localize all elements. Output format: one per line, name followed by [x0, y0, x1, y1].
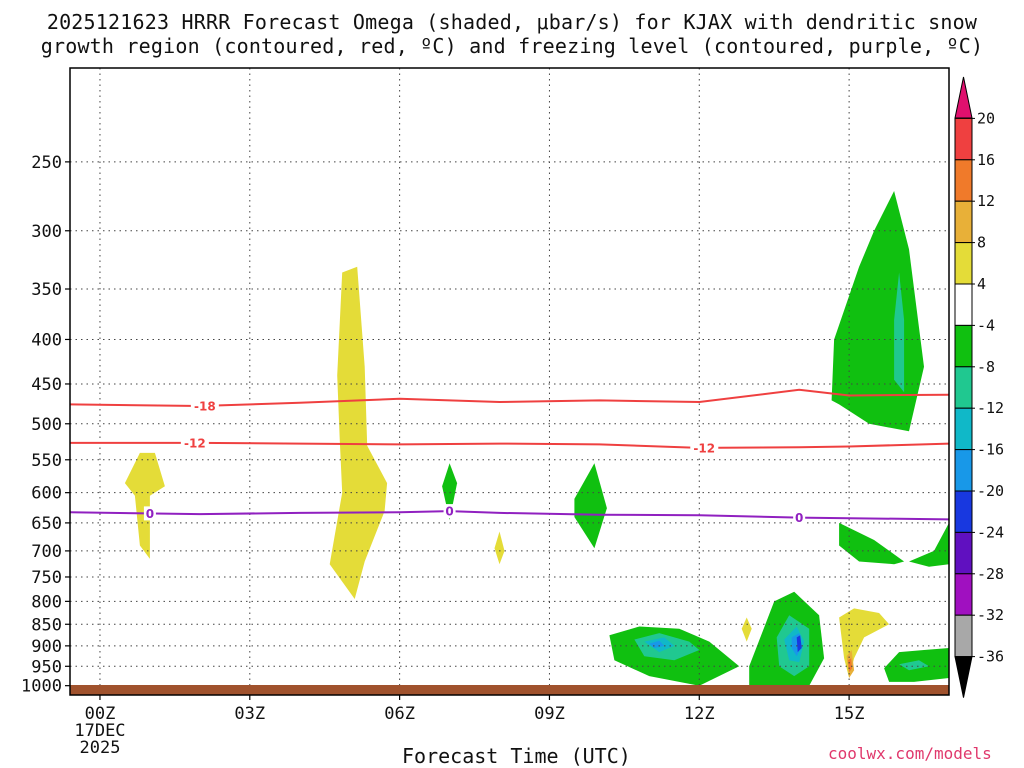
- omega-region-0: [124, 452, 165, 559]
- y-tick-label-800: 800: [31, 592, 62, 612]
- y-tick-label-350: 350: [31, 280, 62, 300]
- colorbar-label-16: 16: [977, 151, 995, 169]
- contour-label-bg-2-1: [443, 504, 456, 519]
- contour-label-bg-1-0: [180, 435, 209, 450]
- colorbar-swatch-4: [954, 242, 973, 285]
- colorbar-label--24: -24: [977, 523, 1004, 541]
- contour-line-2: [69, 510, 950, 521]
- colorbar-label--32: -32: [977, 606, 1004, 624]
- y-tick-label-900: 900: [31, 637, 62, 657]
- colorbar-label-12: 12: [977, 192, 995, 210]
- omega-region-23: [899, 660, 929, 671]
- chart-title-line1: 2025121623 HRRR Forecast Omega (shaded, …: [46, 10, 978, 34]
- omega-region-2: [442, 463, 458, 520]
- x-tick-sublabel-0: 17DEC: [74, 721, 125, 741]
- y-tick-label-550: 550: [31, 451, 62, 471]
- colorbar-swatch-10: [954, 490, 973, 533]
- y-tick-label-850: 850: [31, 615, 62, 635]
- colorbar-swatch-11: [954, 531, 973, 575]
- contour-line-0: [69, 388, 950, 408]
- colorbar-label--28: -28: [977, 565, 1004, 583]
- y-tick-label-400: 400: [31, 330, 62, 350]
- x-tick-label-06Z: 06Z: [384, 704, 415, 724]
- y-tick-label-1000: 1000: [21, 677, 62, 697]
- colorbar-swatch-8: [954, 407, 973, 451]
- ground-bar: [70, 685, 949, 695]
- y-tick-label-750: 750: [31, 568, 62, 588]
- colorbar-label--8: -8: [977, 358, 995, 376]
- colorbar-label-20: 20: [977, 109, 995, 127]
- omega-region-4: [574, 463, 607, 549]
- colorbar-label-4: 4: [977, 275, 986, 293]
- contour-label-2-2: 0: [795, 511, 803, 525]
- contour-label-bg-2-2: [793, 510, 806, 525]
- colorbar-label--12: -12: [977, 399, 1004, 417]
- contour-label-2-1: 0: [445, 505, 453, 519]
- y-tick-label-300: 300: [31, 222, 62, 242]
- plot-frame: [69, 67, 950, 696]
- x-tick-label-09Z: 09Z: [534, 704, 565, 724]
- x-tick-label-00Z: 00Z: [85, 704, 116, 724]
- x-tick-sublabel-1: 2025: [79, 738, 120, 758]
- colorbar-swatch-9: [954, 449, 973, 492]
- colorbar-swatch-6: [954, 324, 973, 368]
- omega-region-1: [329, 266, 388, 599]
- omega-region-21: [909, 522, 949, 567]
- x-axis-label: Forecast Time (UTC): [402, 744, 631, 768]
- contour-label-1-0: -12: [184, 436, 206, 450]
- colorbar-swatch-3: [954, 200, 973, 244]
- omega-region-19: [894, 272, 905, 393]
- contour-line-1: [70, 441, 950, 449]
- y-tick-label-700: 700: [31, 542, 62, 562]
- chart-title-line2: growth region (contoured, red, ºC) and f…: [40, 34, 984, 58]
- colorbar-label--20: -20: [977, 482, 1004, 500]
- y-tick-label-500: 500: [31, 415, 62, 435]
- x-tick-label-03Z: 03Z: [234, 704, 265, 724]
- colorbar: 20 16 12 8 4 -4 -8 -12 -16 -20 -24 -28 -32 -36: [954, 76, 1004, 698]
- y-tick-label-250: 250: [31, 153, 62, 173]
- contour-label-1-1: -12: [693, 441, 715, 455]
- omega-shading-layer: [124, 191, 949, 686]
- omega-region-3: [494, 531, 505, 565]
- contour-label-bg-0-0: [190, 398, 219, 413]
- omega-region-20: [839, 522, 905, 565]
- contour-label-bg-1-1: [690, 440, 719, 455]
- credit-link[interactable]: coolwx.com/models: [828, 744, 992, 763]
- colorbar-label--16: -16: [977, 441, 1004, 459]
- y-tick-label-650: 650: [31, 514, 62, 534]
- colorbar-swatch-7: [954, 366, 973, 409]
- y-tick-label-600: 600: [31, 484, 62, 504]
- contour-layer: -18 -12 -12 0 0 0: [69, 388, 950, 525]
- omega-region-14: [796, 635, 802, 653]
- colorbar-top-arrow: [954, 76, 973, 119]
- colorbar-swatch-12: [954, 573, 973, 616]
- y-tick-label-950: 950: [31, 657, 62, 677]
- contour-label-0-0: -18: [194, 399, 216, 413]
- axes-layer: 2503003504004505005506006507007508008509…: [21, 153, 864, 758]
- colorbar-swatch-13: [954, 614, 973, 658]
- colorbar-label-8: 8: [977, 234, 986, 252]
- y-tick-label-450: 450: [31, 375, 62, 395]
- grid-layer: [70, 68, 949, 695]
- colorbar-swatch-2: [954, 159, 973, 202]
- colorbar-bottom-arrow: [954, 656, 973, 698]
- colorbar-swatch-1: [954, 117, 973, 161]
- omega-region-15: [839, 608, 890, 678]
- contour-label-bg-2-0: [143, 506, 156, 521]
- colorbar-label--4: -4: [977, 316, 995, 334]
- x-tick-label-15Z: 15Z: [834, 704, 865, 724]
- colorbar-swatch-5: [954, 283, 973, 326]
- x-tick-label-12Z: 12Z: [684, 704, 715, 724]
- contour-label-2-0: 0: [146, 507, 154, 521]
- omega-region-9: [741, 617, 752, 642]
- colorbar-label--36: -36: [977, 648, 1004, 666]
